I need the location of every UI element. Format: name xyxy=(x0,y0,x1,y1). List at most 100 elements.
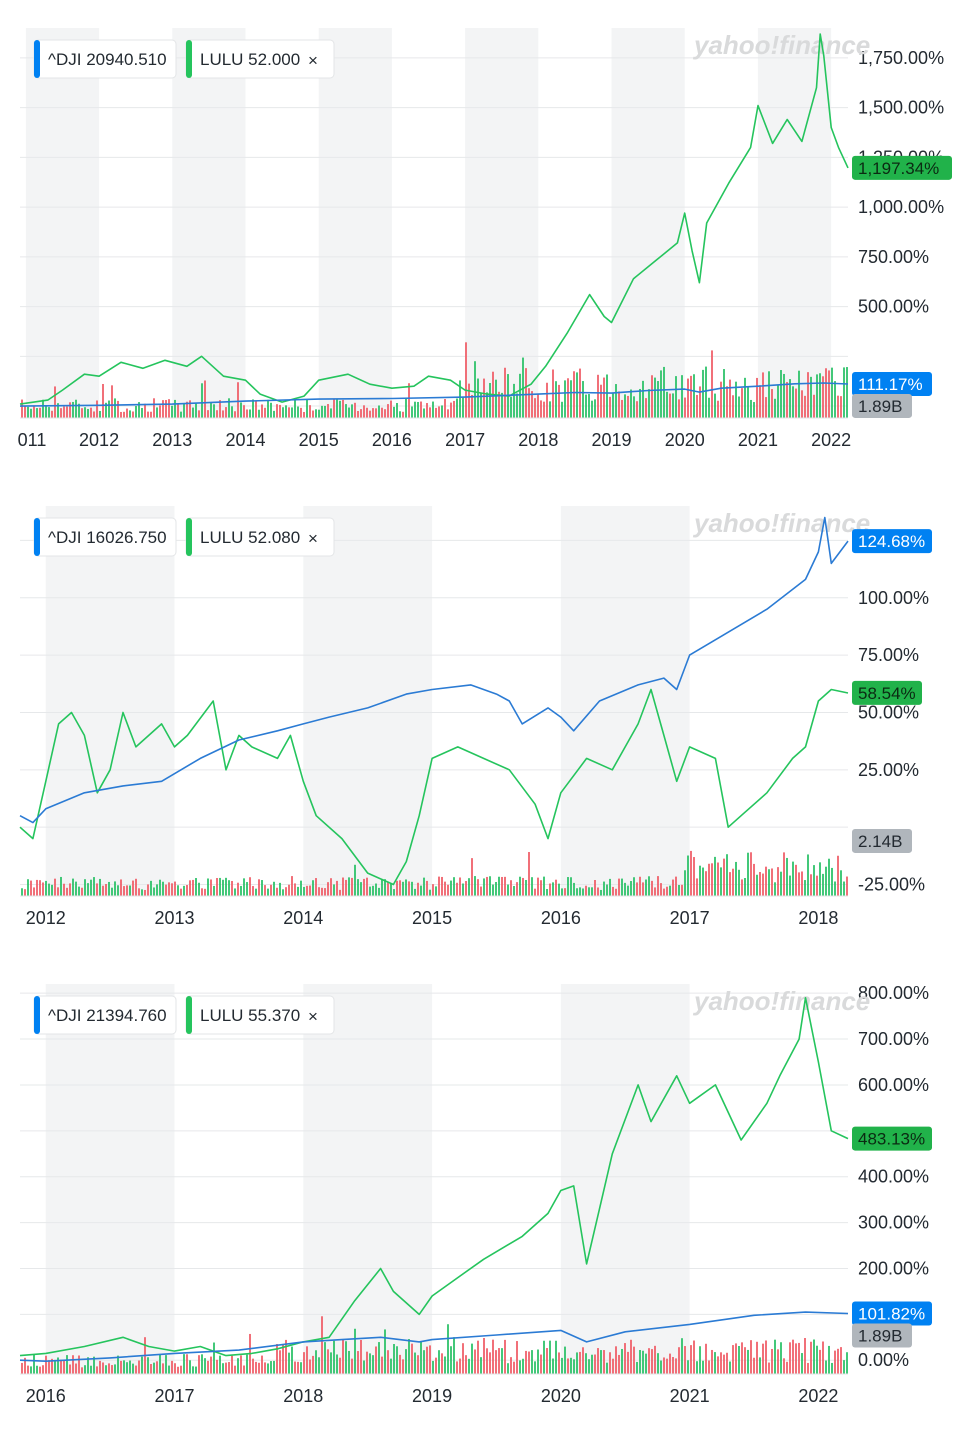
volume-bar xyxy=(207,410,209,418)
volume-bar xyxy=(573,882,575,896)
chart-3-svg[interactable]: 800.00% 700.00% 600.00% 400.00% 300.00% 200.0… xyxy=(0,956,974,1432)
volume-bar xyxy=(666,886,668,896)
volume-bar xyxy=(30,880,32,896)
y-tick-label: 200.00% xyxy=(858,1258,929,1278)
volume-bar xyxy=(783,1358,785,1374)
volume-bar xyxy=(393,889,395,896)
volume-bar xyxy=(126,1362,128,1374)
volume-bar xyxy=(522,1358,524,1374)
volume-bar xyxy=(660,370,662,418)
volume-bar xyxy=(186,885,188,896)
close-icon[interactable]: × xyxy=(308,51,318,70)
volume-bar xyxy=(105,402,107,418)
volume-bar xyxy=(783,373,785,418)
volume-bar xyxy=(717,1356,719,1374)
volume-bar xyxy=(36,879,38,896)
close-icon[interactable]: × xyxy=(308,1007,318,1026)
volume-bar xyxy=(708,397,710,418)
volume-bar xyxy=(678,884,680,896)
volume-bar xyxy=(342,877,344,896)
volume-bar xyxy=(297,886,299,896)
volume-bar xyxy=(219,1355,221,1374)
volume-bar xyxy=(171,1360,173,1374)
x-tick-label: 2021 xyxy=(738,430,778,450)
volume-bar xyxy=(495,882,497,896)
volume-bar xyxy=(534,398,536,418)
volume-bar xyxy=(432,884,434,896)
volume-bar xyxy=(39,1366,41,1374)
volume-bar xyxy=(765,1340,767,1374)
volume-bar xyxy=(54,878,56,896)
volume-bar xyxy=(273,1360,275,1374)
legend-color-bar xyxy=(34,40,40,78)
volume-bar xyxy=(837,395,839,418)
volume-bar xyxy=(570,877,572,896)
volume-bar xyxy=(591,400,593,418)
volume-bar xyxy=(63,883,65,896)
volume-bar xyxy=(777,867,779,896)
volume-bar xyxy=(558,384,560,418)
volume-bar xyxy=(786,382,788,418)
series-line-lulu xyxy=(19,33,849,405)
volume-bar xyxy=(510,880,512,896)
x-tick-label: 2013 xyxy=(155,908,195,928)
volume-bar xyxy=(33,887,35,896)
volume-bar xyxy=(537,394,539,418)
volume-bar xyxy=(573,371,575,418)
volume-bar xyxy=(213,1342,215,1374)
volume-bar xyxy=(450,402,452,418)
shaded-year-band xyxy=(560,984,690,1374)
volume-bar xyxy=(375,883,377,896)
volume-bar xyxy=(183,1354,185,1374)
volume-bar xyxy=(309,885,311,896)
volume-bar xyxy=(804,1338,806,1374)
volume-bar xyxy=(744,878,746,896)
volume-bar xyxy=(615,1346,617,1374)
volume-bar xyxy=(330,408,332,418)
volume-bar xyxy=(309,405,311,418)
volume-bar xyxy=(90,407,92,418)
volume-bar xyxy=(639,1350,641,1374)
volume-bar xyxy=(414,1352,416,1374)
volume-bar xyxy=(792,1339,794,1374)
chart-1-svg[interactable]: 1,750.00%1,500.00%1,250.00%1,000.00%750.… xyxy=(0,0,974,470)
volume-bar xyxy=(420,885,422,896)
volume-bar xyxy=(588,1359,590,1374)
chart-2-svg[interactable]: 100.00% 75.00% 50.00% 25.00% -25.00% yahoo!fi… xyxy=(0,478,974,948)
legend-label: ^DJI 21394.760 xyxy=(48,1006,167,1025)
volume-bar xyxy=(87,883,89,896)
volume-bar xyxy=(642,1350,644,1374)
volume-bar xyxy=(315,1350,317,1374)
volume-bar xyxy=(363,1360,365,1374)
volume-bar xyxy=(660,883,662,896)
volume-bar xyxy=(207,878,209,896)
volume-bar xyxy=(546,1348,548,1374)
volume-bar xyxy=(828,1345,830,1374)
volume-bar xyxy=(516,1341,518,1374)
volume-bar xyxy=(558,1352,560,1374)
volume-bar xyxy=(609,1352,611,1374)
volume-bar xyxy=(549,883,551,896)
volume-bar xyxy=(798,370,800,418)
volume-bar xyxy=(792,861,794,896)
volume-bar xyxy=(807,372,809,418)
volume-bar xyxy=(330,1352,332,1374)
x-tick-label: 2015 xyxy=(299,430,339,450)
volume-bar xyxy=(534,1361,536,1374)
volume-bar xyxy=(411,1343,413,1374)
volume-bar xyxy=(603,377,605,418)
value-badge-label: 124.68% xyxy=(858,532,925,551)
volume-bar xyxy=(147,411,149,418)
volume-bar xyxy=(375,408,377,418)
volume-bar xyxy=(786,857,788,896)
volume-bar xyxy=(774,1339,776,1374)
volume-bar xyxy=(30,408,32,418)
volume-bar xyxy=(636,1361,638,1374)
volume-bar xyxy=(546,889,548,896)
volume-bar xyxy=(495,379,497,418)
volume-bar xyxy=(192,1366,194,1374)
close-icon[interactable]: × xyxy=(308,529,318,548)
volume-bar xyxy=(810,1341,812,1374)
volume-bar xyxy=(567,877,569,896)
volume-bar xyxy=(24,406,26,418)
